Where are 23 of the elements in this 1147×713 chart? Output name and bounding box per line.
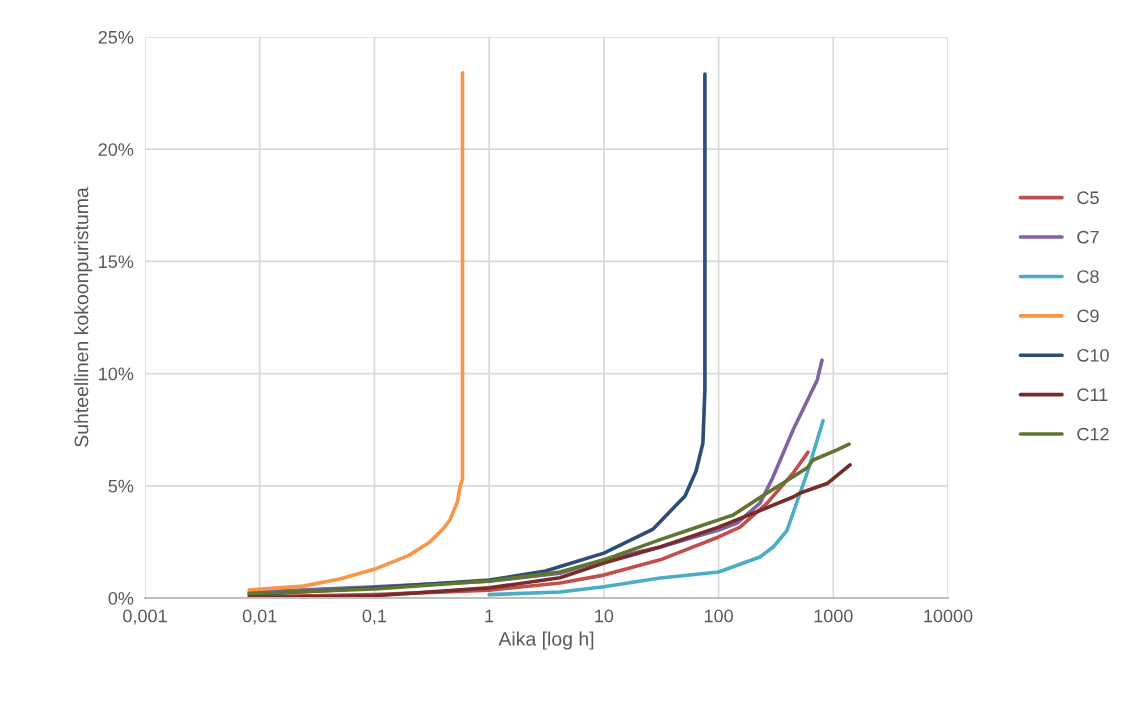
legend-label: C8 [1077, 270, 1099, 283]
y-tick-label: 25% [98, 30, 134, 44]
legend-label: C12 [1077, 427, 1109, 441]
x-tick-label: 100 [704, 609, 733, 623]
x-tick-label: 0,001 [123, 609, 167, 625]
y-tick-label: 20% [98, 143, 134, 156]
legend-label: C7 [1077, 230, 1099, 244]
y-tick-label: 15% [99, 255, 134, 269]
x-tick-label: 0,1 [362, 609, 387, 625]
legend-label: C5 [1077, 191, 1099, 205]
legend-label: C9 [1077, 309, 1099, 323]
x-axis-title: Aika [log h] [498, 631, 594, 650]
x-tick-label: 0,01 [242, 609, 277, 625]
y-axis-title: Suhteellinen kokoonpuristuma [74, 187, 93, 447]
legend-label: C10 [1077, 348, 1109, 362]
y-tick-label: 0% [108, 591, 134, 605]
y-tick-label: 5% [108, 479, 134, 493]
x-tick-label: 1 [485, 609, 494, 623]
y-tick-label: 10% [99, 367, 134, 381]
x-tick-label: 1000 [814, 609, 853, 623]
legend-label: C11 [1077, 388, 1108, 402]
x-tick-label: 10 [595, 609, 614, 623]
x-tick-label: 10000 [924, 609, 973, 623]
